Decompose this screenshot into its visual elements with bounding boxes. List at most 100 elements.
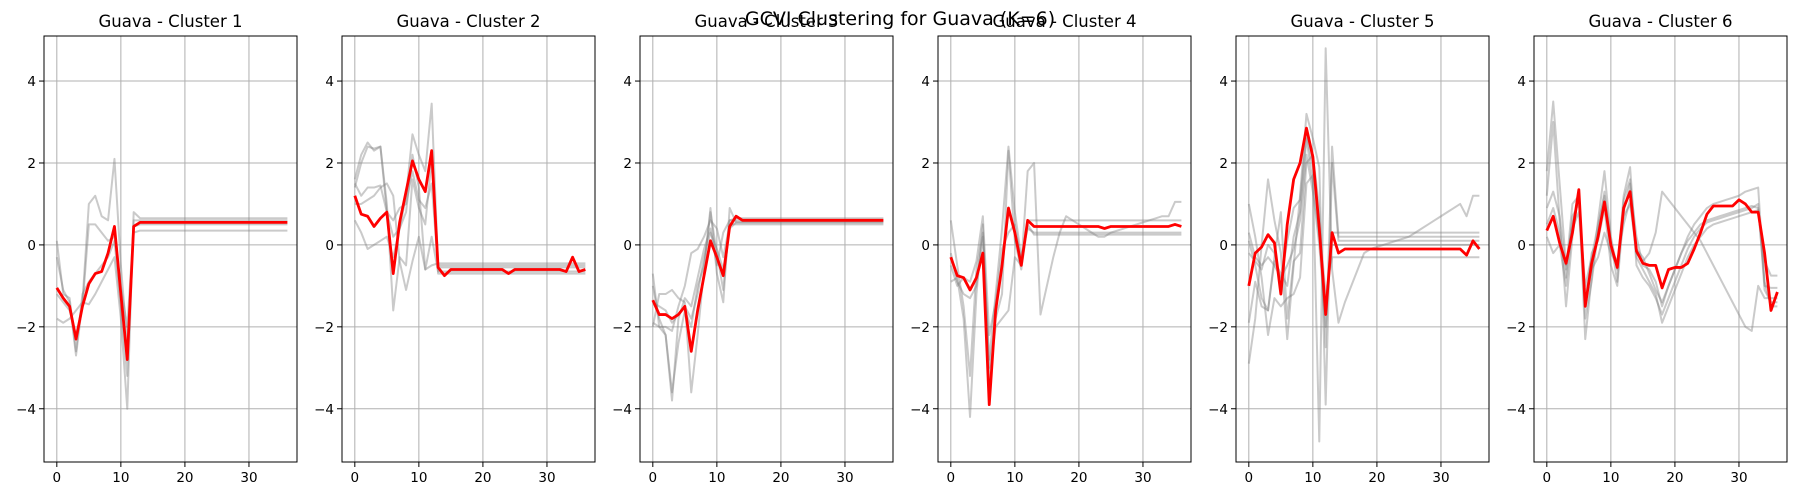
y-tick-label: 2 xyxy=(1517,156,1526,172)
x-tick-label: 30 xyxy=(1432,470,1449,486)
series-group xyxy=(949,145,1182,418)
member-series-line xyxy=(353,153,586,273)
panel-cluster-3: 0 10 20 30 −4 −2 0 2 4 Guava - Cluster 3 xyxy=(612,12,894,486)
series-group xyxy=(651,207,884,402)
x-tick-label: 20 xyxy=(1368,470,1385,486)
x-tick-label: 30 xyxy=(836,470,853,486)
y-tick-label: −2 xyxy=(612,320,632,336)
centroid-series-line xyxy=(1545,188,1779,312)
x-tick-label: 10 xyxy=(112,470,129,486)
member-series-line xyxy=(1247,47,1480,443)
x-tick-label: 10 xyxy=(1006,470,1023,486)
x-tick-label: 30 xyxy=(240,470,257,486)
panel-cluster-4: 0 10 20 30 −4 −2 0 2 4 Guava - Cluster 4 xyxy=(910,12,1192,486)
series-group xyxy=(55,157,288,410)
y-tick-label: −2 xyxy=(314,320,334,336)
x-tick-label: 0 xyxy=(947,470,956,486)
y-tick-label: 2 xyxy=(921,156,930,172)
x-tick-label: 20 xyxy=(1070,470,1087,486)
centroid-series-line xyxy=(353,149,586,278)
y-tick-label: 0 xyxy=(1219,238,1228,254)
axes-frame xyxy=(937,35,1192,463)
x-tick-label: 30 xyxy=(1134,470,1151,486)
member-series-line xyxy=(949,145,1182,377)
x-tick-label: 20 xyxy=(176,470,193,486)
series-group xyxy=(353,102,586,312)
panel-cluster-1: 0 10 20 30 −4 −2 0 2 4 Guava - Cluster 1 xyxy=(16,12,298,486)
y-tick-label: 4 xyxy=(623,74,632,90)
y-tick-label: −4 xyxy=(16,402,36,418)
x-tick-label: 10 xyxy=(708,470,725,486)
member-series-line xyxy=(651,217,884,402)
y-tick-label: 4 xyxy=(325,74,334,90)
panel-title: Guava - Cluster 5 xyxy=(1291,12,1435,31)
y-tick-label: 0 xyxy=(1517,238,1526,254)
y-tick-label: −4 xyxy=(910,402,930,418)
x-tick-label: 0 xyxy=(53,470,62,486)
x-tick-label: 10 xyxy=(1304,470,1321,486)
y-tick-label: 2 xyxy=(27,156,36,172)
y-tick-label: −2 xyxy=(1506,320,1526,336)
y-tick-label: 2 xyxy=(623,156,632,172)
panel-title: Guava - Cluster 1 xyxy=(99,12,243,31)
x-tick-label: 0 xyxy=(1543,470,1552,486)
x-tick-label: 0 xyxy=(1245,470,1254,486)
x-tick-label: 30 xyxy=(1730,470,1747,486)
y-tick-label: −4 xyxy=(314,402,334,418)
member-series-line xyxy=(354,182,586,291)
panel-title: Guava - Cluster 6 xyxy=(1589,12,1733,31)
axes-frame xyxy=(341,35,596,463)
y-tick-label: −2 xyxy=(16,320,36,336)
centroid-series-line xyxy=(651,214,884,353)
y-tick-label: −4 xyxy=(1506,402,1526,418)
member-series-line xyxy=(652,221,884,324)
axes-frame xyxy=(43,35,298,463)
panel-title: Guava - Cluster 4 xyxy=(993,12,1137,31)
member-series-line xyxy=(1545,178,1778,320)
series-group xyxy=(1247,47,1481,443)
x-tick-label: 10 xyxy=(410,470,427,486)
y-tick-label: −2 xyxy=(910,320,930,336)
y-tick-label: 0 xyxy=(921,238,930,254)
y-tick-label: 0 xyxy=(623,238,632,254)
member-series-line xyxy=(652,219,884,332)
y-tick-label: −2 xyxy=(1208,320,1228,336)
member-series-line xyxy=(1247,153,1480,328)
member-series-line xyxy=(949,215,1182,337)
member-series-line xyxy=(1247,145,1480,349)
axes-frame xyxy=(1235,35,1490,463)
series-group xyxy=(1545,100,1779,341)
centroid-series-line xyxy=(55,220,288,362)
y-tick-label: 4 xyxy=(27,74,36,90)
figure-title: GCVI Clustering for Guava (K=6) xyxy=(745,8,1055,30)
centroid-series-line xyxy=(949,206,1182,407)
y-tick-label: −4 xyxy=(612,402,632,418)
y-tick-label: 4 xyxy=(921,74,930,90)
x-tick-label: 20 xyxy=(1666,470,1683,486)
member-series-line xyxy=(1248,133,1480,296)
member-series-line xyxy=(353,170,586,269)
axes-frame xyxy=(639,35,894,463)
member-series-line xyxy=(56,157,288,345)
y-tick-label: 0 xyxy=(325,238,334,254)
y-tick-label: 2 xyxy=(1219,156,1228,172)
y-tick-label: 4 xyxy=(1219,74,1228,90)
x-tick-label: 10 xyxy=(1602,470,1619,486)
member-series-line xyxy=(56,223,288,337)
member-series-line xyxy=(1247,112,1480,406)
centroid-series-line xyxy=(1247,126,1481,316)
member-series-line xyxy=(949,149,1182,369)
panel-title: Guava - Cluster 2 xyxy=(397,12,541,31)
member-series-line xyxy=(353,141,586,312)
x-tick-label: 20 xyxy=(772,470,789,486)
x-tick-label: 0 xyxy=(649,470,658,486)
panel-title: Guava - Cluster 3 xyxy=(695,12,839,31)
member-series-line xyxy=(55,211,288,410)
panel-cluster-5: 0 10 20 30 −4 −2 0 2 4 Guava - Cluster 5 xyxy=(1208,12,1490,486)
x-tick-label: 20 xyxy=(474,470,491,486)
y-tick-label: −4 xyxy=(1208,402,1228,418)
member-series-line xyxy=(1545,100,1778,341)
